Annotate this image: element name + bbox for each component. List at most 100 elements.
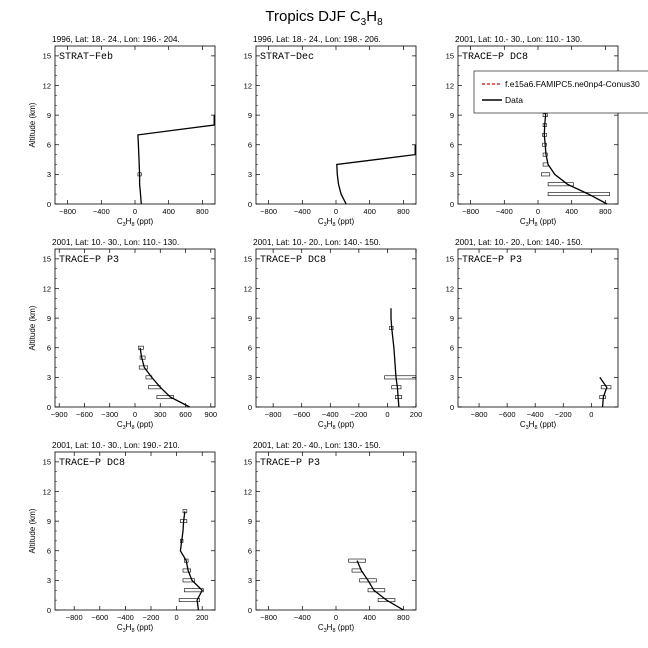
x-tick-label: −400 (322, 410, 339, 419)
y-tick-label: 15 (244, 255, 252, 264)
plot-frame (54, 451, 216, 611)
x-tick-label: 300 (154, 410, 167, 419)
legend-box (473, 70, 648, 114)
y-tick-label: 6 (450, 141, 454, 150)
y-tick-label: 15 (244, 52, 252, 61)
y-tick-label: 15 (43, 52, 51, 61)
y-tick-label: 9 (248, 111, 252, 120)
x-tick-label: 0 (536, 207, 540, 216)
data-line (543, 105, 608, 205)
panel-header: 1996, Lat: 18.- 24., Lon: 196.- 204. (52, 34, 180, 44)
error-bar (359, 578, 377, 583)
y-tick-label: 6 (248, 547, 252, 556)
data-line (179, 511, 204, 611)
y-tick-label: 12 (244, 284, 252, 293)
x-tick-label: −600 (76, 410, 93, 419)
y-tick-label: 9 (450, 111, 454, 120)
plot-frame (54, 248, 216, 408)
panel-header: 1996, Lat: 18.- 24., Lon: 198.- 206. (253, 34, 381, 44)
error-bar (178, 598, 200, 603)
x-axis-label: C3H8 (ppt) (318, 217, 355, 228)
y-tick-label: 0 (248, 606, 252, 615)
plot-frame (457, 248, 619, 408)
x-tick-label: −800 (260, 207, 277, 216)
x-tick-label: −400 (93, 207, 110, 216)
x-tick-label: 600 (179, 410, 192, 419)
x-tick-label: −200 (350, 410, 367, 419)
error-bar (377, 598, 396, 603)
error-bar (547, 192, 610, 197)
campaign-label: STRAT−Feb (59, 51, 113, 63)
x-tick-label: −800 (462, 207, 479, 216)
y-tick-label: 12 (244, 487, 252, 496)
data-line (599, 377, 608, 408)
x-tick-label: −600 (91, 613, 108, 622)
y-tick-label: 9 (450, 314, 454, 323)
x-tick-label: −200 (555, 410, 572, 419)
y-tick-label: 3 (248, 576, 252, 585)
y-tick-label: 0 (47, 606, 51, 615)
x-tick-label: 0 (175, 613, 179, 622)
x-axis-label: C3H8 (ppt) (117, 420, 154, 431)
x-tick-label: −400 (496, 207, 513, 216)
x-tick-label: 0 (133, 410, 137, 419)
y-tick-label: 6 (450, 344, 454, 353)
y-axis-label: Altitude (km) (28, 508, 37, 553)
y-tick-label: 12 (446, 284, 454, 293)
x-axis-label: C3H8 (ppt) (318, 420, 355, 431)
y-tick-label: 3 (248, 373, 252, 382)
panel-7: 2001, Lat: 10.- 30., Lon: 190.- 210. 0 3 6 9… (28, 440, 216, 634)
panel-1: 1996, Lat: 18.- 24., Lon: 196.- 204. 0 3 6 9… (28, 34, 216, 228)
error-bar (547, 182, 574, 187)
x-tick-label: −800 (66, 613, 83, 622)
y-tick-label: 0 (47, 200, 51, 209)
x-tick-label: 400 (363, 613, 376, 622)
plot-frame (457, 45, 619, 205)
data-line (137, 115, 215, 205)
plot-frame (255, 451, 417, 611)
data-line (336, 144, 416, 205)
y-tick-label: 0 (47, 403, 51, 412)
panel-2: 1996, Lat: 18.- 24., Lon: 198.- 206. 0 3 6 9… (244, 34, 417, 228)
panel-header: 2001, Lat: 10.- 30., Lon: 110.- 130. (52, 237, 179, 247)
y-tick-label: 3 (47, 373, 51, 382)
y-tick-label: 15 (43, 255, 51, 264)
x-tick-label: 0 (334, 613, 338, 622)
y-tick-label: 6 (47, 547, 51, 556)
x-tick-label: 200 (196, 613, 209, 622)
y-tick-label: 6 (248, 141, 252, 150)
x-tick-label: −900 (51, 410, 68, 419)
error-bar (542, 152, 548, 157)
y-tick-label: 6 (47, 141, 51, 150)
y-tick-label: 12 (244, 81, 252, 90)
x-tick-label: −800 (471, 410, 488, 419)
y-tick-label: 3 (248, 170, 252, 179)
campaign-label: STRAT−Dec (260, 52, 314, 63)
panel-3: 2001, Lat: 10.- 30., Lon: 110.- 130. 0 3 6 9… (446, 34, 648, 228)
y-tick-label: 3 (450, 373, 454, 382)
panel-header: 2001, Lat: 10.- 20., Lon: 140.- 150. (253, 237, 381, 247)
x-tick-label: −400 (294, 613, 311, 622)
error-bar (156, 395, 175, 400)
y-tick-label: 12 (446, 81, 454, 90)
y-tick-label: 9 (47, 314, 51, 323)
y-tick-label: 9 (248, 517, 252, 526)
panel-8: 2001, Lat: 20.- 40., Lon: 130.- 150. 0 3 6 9… (244, 440, 417, 634)
y-tick-label: 3 (47, 170, 51, 179)
data-line (390, 308, 400, 408)
error-bar (183, 588, 204, 593)
plot-frame (54, 45, 216, 205)
x-axis-label: C3H8 (ppt) (520, 217, 557, 228)
error-bar (384, 375, 417, 380)
y-tick-label: 9 (47, 111, 51, 120)
y-tick-label: 12 (43, 81, 51, 90)
x-tick-label: −600 (293, 410, 310, 419)
x-axis-label: C3H8 (ppt) (520, 420, 557, 431)
x-tick-label: −400 (527, 410, 544, 419)
x-tick-label: −800 (260, 613, 277, 622)
x-tick-label: 800 (397, 613, 410, 622)
error-bar (367, 588, 386, 593)
error-bar (351, 568, 362, 573)
x-tick-label: −400 (117, 613, 134, 622)
